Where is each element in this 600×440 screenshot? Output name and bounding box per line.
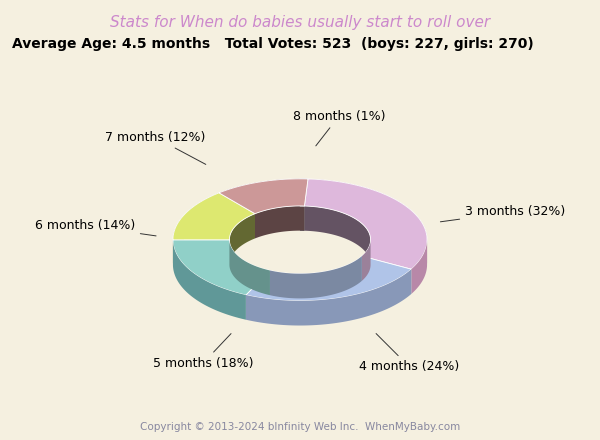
Polygon shape — [255, 206, 304, 238]
Polygon shape — [246, 269, 412, 326]
Polygon shape — [219, 179, 308, 214]
Text: 3 months (32%): 3 months (32%) — [440, 205, 565, 222]
Text: 7 months (12%): 7 months (12%) — [105, 131, 206, 165]
Text: Copyright © 2013-2024 bInfinity Web Inc.  WhenMyBaby.com: Copyright © 2013-2024 bInfinity Web Inc.… — [140, 422, 460, 432]
Polygon shape — [246, 256, 412, 301]
Polygon shape — [300, 206, 304, 231]
Polygon shape — [173, 193, 219, 264]
Polygon shape — [173, 193, 255, 240]
Text: Average Age: 4.5 months   Total Votes: 523  (boys: 227, girls: 270): Average Age: 4.5 months Total Votes: 523… — [12, 37, 534, 51]
Polygon shape — [412, 240, 427, 294]
Polygon shape — [300, 179, 308, 206]
Text: 4 months (24%): 4 months (24%) — [359, 334, 460, 374]
Polygon shape — [362, 240, 371, 281]
Polygon shape — [229, 214, 255, 264]
Polygon shape — [229, 240, 270, 295]
Polygon shape — [304, 206, 371, 264]
Text: Stats for When do babies usually start to roll over: Stats for When do babies usually start t… — [110, 15, 490, 30]
Polygon shape — [308, 179, 427, 264]
Polygon shape — [270, 256, 362, 298]
Polygon shape — [300, 179, 308, 204]
Text: 6 months (14%): 6 months (14%) — [35, 219, 156, 236]
Polygon shape — [173, 240, 246, 320]
Text: 8 months (1%): 8 months (1%) — [293, 110, 385, 146]
Polygon shape — [304, 179, 427, 269]
Text: 5 months (18%): 5 months (18%) — [152, 334, 253, 370]
Polygon shape — [219, 179, 308, 217]
Polygon shape — [173, 240, 270, 295]
